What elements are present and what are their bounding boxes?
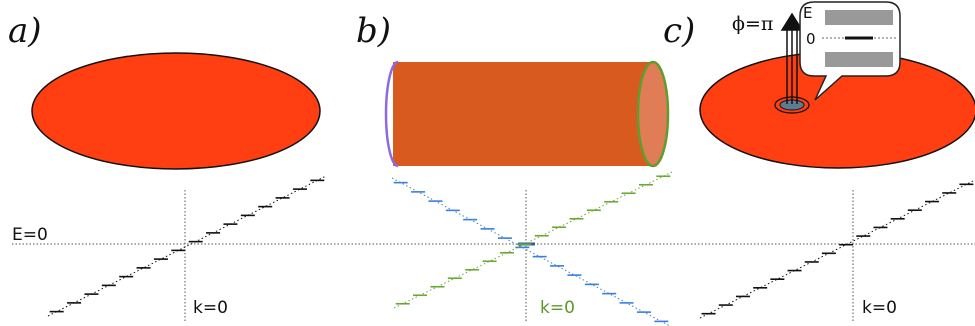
spectrum-panel-b-green: [393, 171, 673, 309]
panel-a-dispersion-line: [47, 175, 327, 317]
spectrum-inset: E 0: [799, 1, 901, 101]
inset-energy-label: E: [803, 4, 812, 22]
panel-label-c: c): [663, 11, 695, 51]
energy-zero-label: E=0: [12, 225, 48, 245]
cylinder-left-edge: [384, 60, 399, 168]
topological-disk: [31, 52, 321, 170]
panel-label-a: a): [8, 11, 42, 51]
inset-upper-band: [825, 10, 893, 25]
cylinder: [384, 60, 670, 168]
panel-b-green-dispersion-line: [393, 171, 673, 309]
cylinder-body: [393, 62, 653, 166]
spectrum-panel-a: [47, 175, 327, 317]
k-zero-label-b: k=0: [540, 298, 575, 318]
panel-label-b: b): [356, 11, 391, 51]
k-zero-label-a: k=0: [193, 298, 228, 318]
inset-lower-band: [825, 52, 893, 67]
flux-arrows: [780, 12, 804, 104]
spectrum-panel-c: [699, 179, 975, 319]
inset-bubble: [799, 1, 901, 101]
cylinder-right-end: [636, 60, 670, 168]
panel-b-blue-dispersion-line: [391, 177, 671, 326]
spectrum-panel-b-blue: [391, 177, 671, 326]
panel-c-dispersion-line: [699, 179, 975, 319]
k-zero-label-c: k=0: [862, 298, 897, 318]
flux-label: ϕ=π: [732, 13, 773, 35]
inset-zero-label: 0: [806, 30, 816, 48]
